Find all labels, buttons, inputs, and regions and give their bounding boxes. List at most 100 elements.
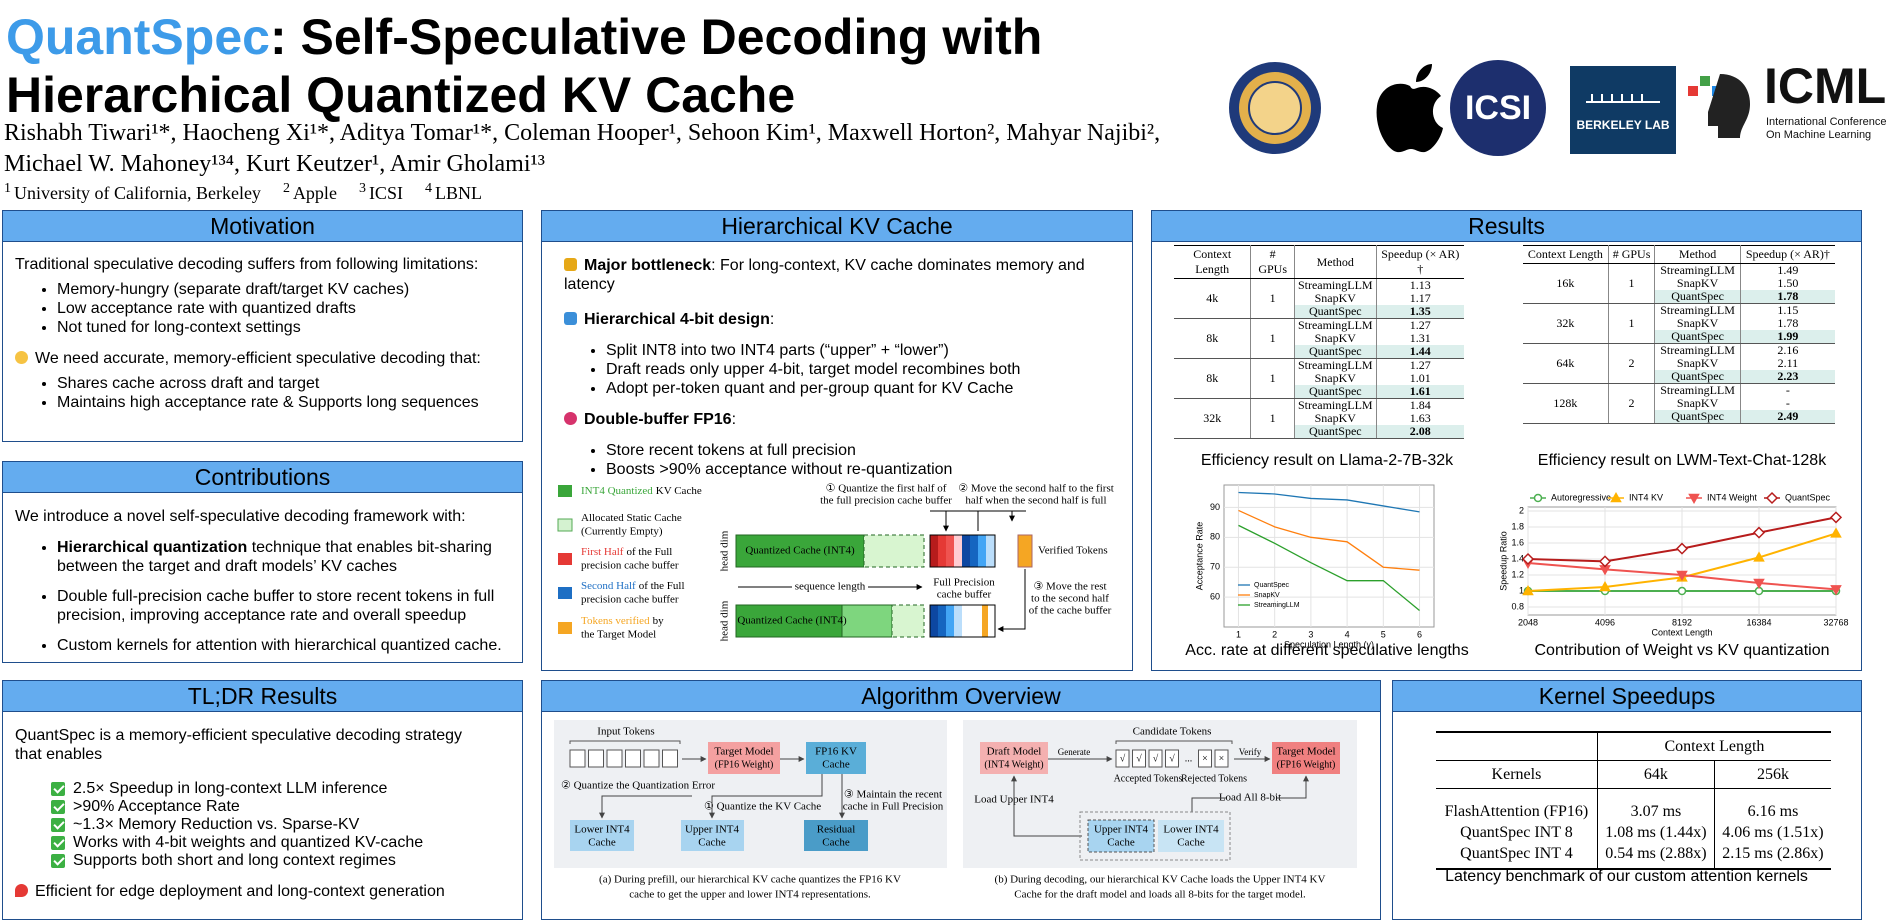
motivation-panel: Motivation Traditional speculative decod… [2, 210, 523, 442]
box-label: Cache [698, 837, 726, 849]
marker [1830, 527, 1842, 538]
method-cell: StreamingLLM [1654, 303, 1741, 317]
table-row: 128k 2 StreamingLLM - [1523, 383, 1835, 424]
cache-box [570, 820, 634, 851]
bullet: Low acceptance rate with quantized draft… [57, 299, 510, 318]
token-box [643, 749, 660, 768]
paragraph: We need accurate, memory-efficient specu… [15, 349, 510, 368]
method-cell: SnapKV [1654, 317, 1741, 330]
column-header: Context Length [1523, 245, 1609, 264]
affiliation: 2 Apple [283, 181, 337, 203]
cache-block [735, 534, 865, 568]
x-tick-label: 6 [1417, 629, 1422, 639]
box-label: FP16 KV [815, 746, 857, 758]
shape [1416, 64, 1432, 82]
column-header: 64k [1597, 760, 1715, 789]
table-row: 4k 1 StreamingLLM 1.13 [1174, 278, 1464, 319]
label: Input Tokens [597, 726, 654, 738]
box-label: Upper INT4 [1094, 824, 1149, 836]
y-tick-label: 1 [1519, 585, 1524, 595]
table-row: QuantSpec 1.35 [1174, 305, 1464, 319]
table-cell: 2.15 ms (2.86x) [1714, 843, 1831, 870]
gpu-cell: 2 [1608, 383, 1656, 424]
legend-label: Allocated Static Cache [581, 512, 682, 524]
speedup-cell: 1.78 [1777, 316, 1799, 330]
y-tick-label: 1.8 [1511, 521, 1524, 531]
label: Generate [1058, 747, 1090, 757]
panel-title: Kernel Speedups [1393, 681, 1861, 712]
marker [1522, 584, 1534, 596]
bullet: Split INT8 into two INT4 parts (“upper” … [606, 341, 1120, 360]
legend-label: (Currently Empty) [581, 526, 663, 538]
header-row: Context Length # GPUs Method Speedup (× AR)… [1523, 245, 1835, 264]
icsi-logo: ICSI [1450, 60, 1546, 156]
x-tick-label: 5 [1381, 629, 1386, 639]
arrow [930, 510, 962, 531]
algorithm-panel: Algorithm Overview Input Tokens Target M… [541, 680, 1381, 920]
speedup-cell: 1.15 [1777, 303, 1799, 317]
affiliation: 3 ICSI [359, 181, 403, 203]
bullet: Boosts >90% acceptance without re-quanti… [606, 460, 1120, 479]
legend-swatch [558, 622, 572, 634]
legend-label: QuantSpec [1785, 492, 1831, 502]
bullet: Adopt per-token quant and per-group quan… [606, 379, 1120, 398]
model-box [708, 742, 780, 774]
affiliation: 1 University of California, Berkeley [4, 181, 261, 203]
legend-highlight: Tokens verified [581, 615, 650, 627]
text: : [731, 411, 737, 428]
legend-swatch [558, 485, 572, 497]
legend-swatch [558, 553, 572, 565]
cache-block [970, 535, 978, 567]
marker [1829, 511, 1843, 524]
bracket [569, 740, 681, 744]
paragraph: QuantSpec is a memory-efficient speculat… [15, 727, 463, 763]
y-tick-label: 0.8 [1511, 601, 1524, 611]
box-label: Residual [817, 824, 856, 836]
bold-text: Hierarchical quantization [57, 539, 248, 556]
table-row: QuantSpec 2.23 [1523, 370, 1835, 384]
header-row: Kernels 64k 256k [1436, 760, 1831, 789]
token-box [1214, 749, 1229, 768]
bullet: Maintains high acceptance rate & Support… [57, 393, 510, 412]
kernels-panel: Kernel Speedups Context Length Kernels 64k… [1392, 680, 1862, 920]
cache-block [986, 535, 995, 567]
method-cell: QuantSpec [1654, 330, 1741, 344]
token: √ [1136, 753, 1142, 764]
y-tick-label: 60 [1210, 591, 1220, 601]
cache-block [938, 605, 946, 637]
table-caption: Efficiency result on LWM-Text-Chat-128k [1537, 452, 1827, 469]
column-header: Context Length [1174, 245, 1252, 279]
box-label: (FP16 Weight) [1277, 759, 1336, 770]
method-cell: QuantSpec [1294, 385, 1377, 399]
legend-label: precision cache buffer [581, 560, 679, 572]
legend-label: INT4 KV [1629, 492, 1663, 502]
y-tick-label: 80 [1210, 532, 1220, 542]
method-cell: StreamingLLM [1294, 358, 1377, 372]
block-label: Verified Tokens [1038, 545, 1108, 557]
y-tick-label: 2 [1519, 505, 1524, 515]
table-cell: QuantSpec INT 4 [1436, 843, 1598, 870]
method-cell: StreamingLLM [1294, 398, 1377, 412]
legend-label: Autoregressive [1551, 492, 1611, 502]
column-header: Method [1654, 245, 1741, 264]
token-box [1132, 749, 1146, 768]
speedup-cell: 1.99 [1740, 330, 1835, 344]
box-label: Cache [822, 837, 850, 849]
author-line: Rishabh Tiwari¹*, Haocheng Xi¹*, Aditya … [4, 120, 1161, 146]
method-cell: QuantSpec [1654, 370, 1741, 384]
token-box [606, 749, 623, 768]
method-cell: StreamingLLM [1654, 383, 1741, 397]
legend-text: of the Full [626, 546, 672, 558]
check-list: 2.5× Speedup in long-context LLM inferen… [15, 780, 510, 870]
element [1450, 60, 1546, 156]
y-tick-label: 90 [1210, 502, 1220, 512]
table-row: FlashAttention (FP16) 3.07 ms 6.16 ms [1436, 788, 1831, 822]
box-label: Cache [822, 759, 850, 771]
context-cell: 4k [1174, 278, 1252, 319]
legend-marker [1765, 491, 1779, 505]
legend-label: StreamingLLM [1254, 602, 1300, 609]
cache-block [962, 535, 970, 567]
token: √ [1169, 753, 1175, 764]
bullet: Memory-hungry (separate draft/target KV … [57, 280, 510, 299]
block-label: Full Precision [933, 577, 995, 589]
